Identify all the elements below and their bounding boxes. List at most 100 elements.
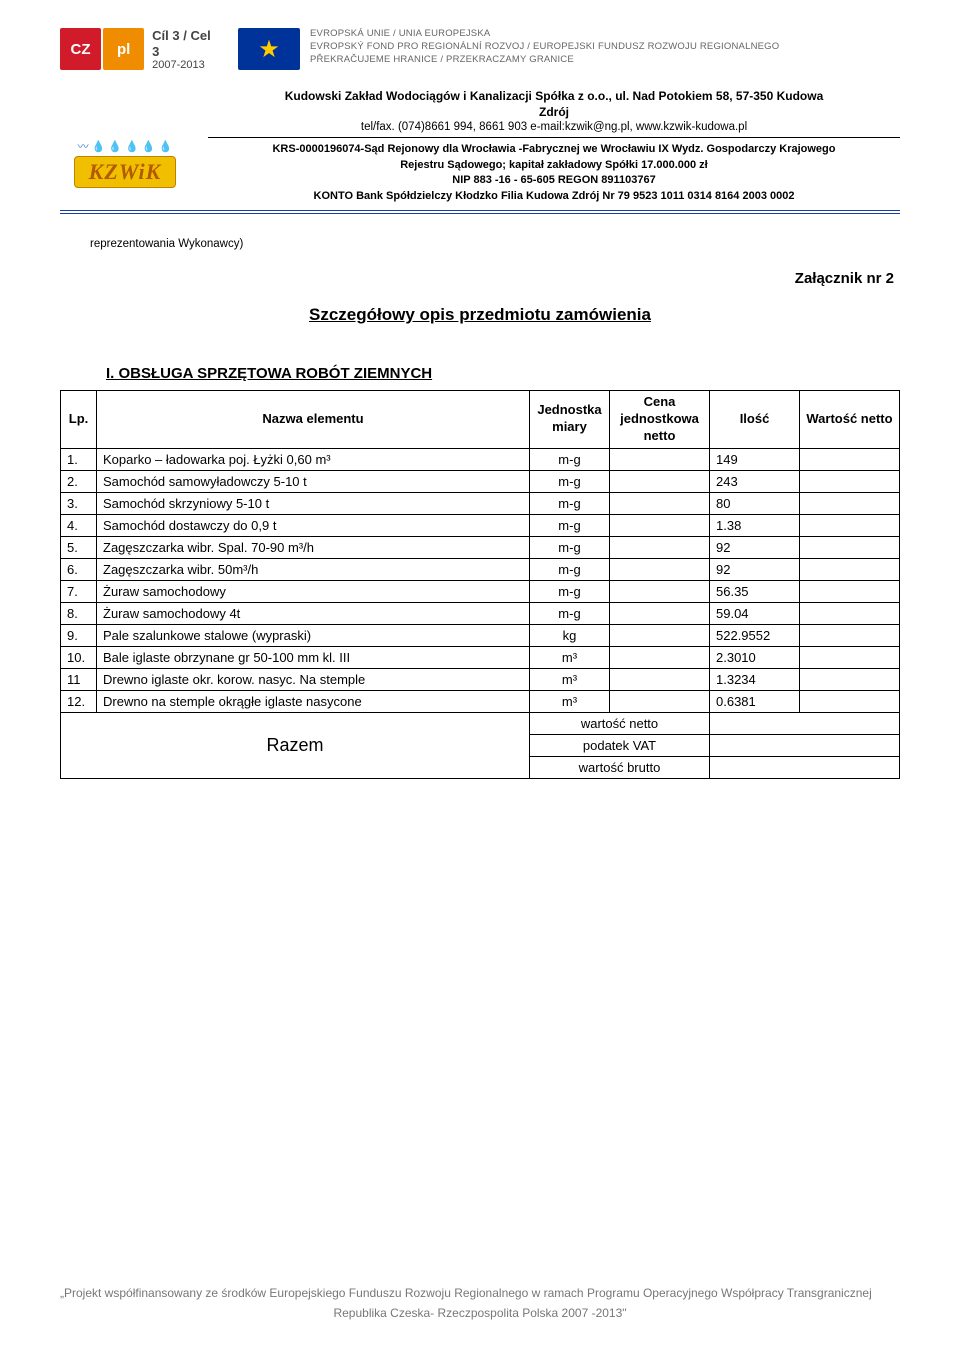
cell-name: Żuraw samochodowy 4t (97, 602, 530, 624)
company-legal-l4: KONTO Bank Spółdzielczy Kłodzko Filia Ku… (208, 189, 900, 204)
cell-lp: 3. (61, 492, 97, 514)
cell-unit: kg (530, 624, 610, 646)
cil3-text: Cíl 3 / Cel 3 2007-2013 (152, 28, 220, 72)
cell-qty: 243 (710, 470, 800, 492)
razem-cell: Razem (61, 712, 530, 778)
cell-value (800, 668, 900, 690)
cell-lp: 7. (61, 580, 97, 602)
divider-1 (208, 137, 900, 138)
cell-price (610, 580, 710, 602)
pl-tile-icon: pl (103, 28, 144, 70)
summary-vat: podatek VAT (530, 734, 710, 756)
cell-name: Samochód dostawczy do 0,9 t (97, 514, 530, 536)
table-row: 5.Zagęszczarka wibr. Spal. 70-90 m³/hm-g… (61, 536, 900, 558)
section-title: I. OBSŁUGA SPRZĘTOWA ROBÓT ZIEMNYCH (106, 365, 900, 382)
th-value: Wartość netto (800, 390, 900, 448)
cell-unit: m-g (530, 492, 610, 514)
cell-price (610, 492, 710, 514)
company-legal-l3: NIP 883 -16 - 65-605 REGON 891103767 (208, 173, 900, 188)
cell-price (610, 448, 710, 470)
cell-unit: m-g (530, 514, 610, 536)
cell-lp: 5. (61, 536, 97, 558)
cell-value (800, 514, 900, 536)
cell-unit: m-g (530, 602, 610, 624)
eu-block: ★ EVROPSKÁ UNIE / UNIA EUROPEJSKA EVROPS… (238, 28, 779, 70)
cell-value (800, 448, 900, 470)
cil3-line2: 2007-2013 (152, 59, 220, 72)
kzwik-logo: 〰 💧 💧 💧 💧 💧 KZWiK (60, 88, 190, 188)
cell-name: Samochód samowyładowczy 5-10 t (97, 470, 530, 492)
cell-qty: 1.38 (710, 514, 800, 536)
cell-name: Koparko – ładowarka poj. Łyżki 0,60 m³ (97, 448, 530, 470)
summary-brutto-value (710, 756, 900, 778)
cell-qty: 1.3234 (710, 668, 800, 690)
th-unit: Jednostka miary (530, 390, 610, 448)
table-body: 1.Koparko – ładowarka poj. Łyżki 0,60 m³… (61, 448, 900, 712)
eu-text-line2: EVROPSKÝ FOND PRO REGIONÁLNÍ ROZVOJ / EU… (310, 41, 779, 54)
cell-price (610, 646, 710, 668)
cell-value (800, 470, 900, 492)
table-row: 11Drewno iglaste okr. korow. nasyc. Na s… (61, 668, 900, 690)
cell-lp: 2. (61, 470, 97, 492)
eu-text: EVROPSKÁ UNIE / UNIA EUROPEJSKA EVROPSKÝ… (310, 28, 779, 66)
eu-text-line1: EVROPSKÁ UNIE / UNIA EUROPEJSKA (310, 28, 779, 41)
company-info: Kudowski Zakład Wodociągów i Kanalizacji… (208, 88, 900, 204)
cell-lp: 10. (61, 646, 97, 668)
cell-qty: 2.3010 (710, 646, 800, 668)
czpl-logo: CZ pl Cíl 3 / Cel 3 2007-2013 (60, 28, 220, 78)
cil3-line1: Cíl 3 / Cel 3 (152, 28, 220, 59)
table-row: 8.Żuraw samochodowy 4tm-g 59.04 (61, 602, 900, 624)
cell-unit: m³ (530, 646, 610, 668)
company-block: 〰 💧 💧 💧 💧 💧 KZWiK Kudowski Zakład Wodoci… (60, 88, 900, 204)
cell-unit: m-g (530, 580, 610, 602)
footer-line2: Republika Czeska- Rzeczpospolita Polska … (60, 1304, 900, 1322)
cell-price (610, 624, 710, 646)
eu-text-line3: PŘEKRAČUJEME HRANICE / PRZEKRACZAMY GRAN… (310, 54, 779, 67)
cell-price (610, 602, 710, 624)
table-row: 4.Samochód dostawczy do 0,9 tm-g1.38 (61, 514, 900, 536)
summary-netto-value (710, 712, 900, 734)
table-row: 12.Drewno na stemple okrągłe iglaste nas… (61, 690, 900, 712)
company-legal-l2: Rejestru Sądowego; kapitał zakładowy Spó… (208, 158, 900, 173)
table-head: Lp. Nazwa elementu Jednostka miary Cena … (61, 390, 900, 448)
cell-lp: 9. (61, 624, 97, 646)
cell-price (610, 536, 710, 558)
cell-qty: 149 (710, 448, 800, 470)
summary-vat-value (710, 734, 900, 756)
cell-price (610, 668, 710, 690)
cell-name: Zagęszczarka wibr. Spal. 70-90 m³/h (97, 536, 530, 558)
water-drops-icon: 〰 💧 💧 💧 💧 💧 (78, 143, 173, 152)
cell-unit: m-g (530, 536, 610, 558)
attachment-label: Załącznik nr 2 (60, 270, 894, 287)
cell-name: Zagęszczarka wibr. 50m³/h (97, 558, 530, 580)
cell-lp: 8. (61, 602, 97, 624)
table-row: 6.Zagęszczarka wibr. 50m³/hm-g92 (61, 558, 900, 580)
table-row: 7.Żuraw samochodowym-g56.35 (61, 580, 900, 602)
page: CZ pl Cíl 3 / Cel 3 2007-2013 ★ EVROPSKÁ… (0, 0, 960, 1358)
cell-price (610, 558, 710, 580)
cell-qty: 522.9552 (710, 624, 800, 646)
cell-name: Drewno iglaste okr. korow. nasyc. Na ste… (97, 668, 530, 690)
rep-text: reprezentowania Wykonawcy) (90, 238, 900, 250)
cell-unit: m-g (530, 448, 610, 470)
cell-value (800, 536, 900, 558)
cell-value (800, 646, 900, 668)
cell-qty: 80 (710, 492, 800, 514)
cell-price (610, 690, 710, 712)
cell-unit: m-g (530, 558, 610, 580)
cell-value (800, 624, 900, 646)
table-row: 3.Samochód skrzyniowy 5-10 tm-g80 (61, 492, 900, 514)
cell-price (610, 514, 710, 536)
cell-qty: 92 (710, 536, 800, 558)
table-summary: Razem wartość netto podatek VAT wartość … (61, 712, 900, 778)
table-row: 1.Koparko – ładowarka poj. Łyżki 0,60 m³… (61, 448, 900, 470)
cell-qty: 56.35 (710, 580, 800, 602)
cell-qty: 92 (710, 558, 800, 580)
cell-qty: 59.04 (710, 602, 800, 624)
cell-lp: 1. (61, 448, 97, 470)
cell-value (800, 492, 900, 514)
th-price: Cena jednostkowa netto (610, 390, 710, 448)
main-title: Szczegółowy opis przedmiotu zamówienia (60, 305, 900, 325)
th-lp: Lp. (61, 390, 97, 448)
company-title-l1: Kudowski Zakład Wodociągów i Kanalizacji… (208, 88, 900, 104)
